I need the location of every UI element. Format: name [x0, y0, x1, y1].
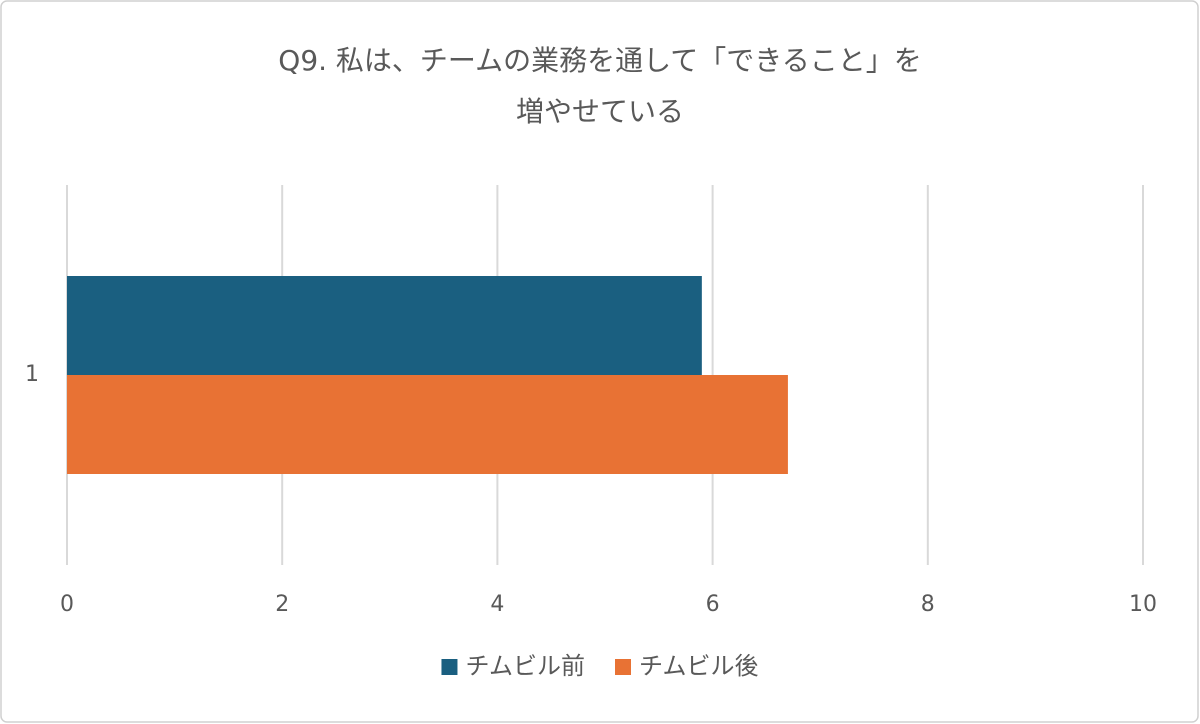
- x-tick-label: 10: [1129, 592, 1157, 617]
- legend-swatch: [441, 659, 458, 675]
- bar: [67, 375, 788, 474]
- x-tick-label: 6: [706, 592, 720, 617]
- legend-label: チムビル後: [639, 652, 759, 680]
- x-tick-label: 2: [275, 592, 289, 617]
- x-tick-label: 8: [921, 592, 935, 617]
- bar: [67, 276, 702, 375]
- x-tick-label: 4: [490, 592, 504, 617]
- x-tick-label: 0: [60, 592, 74, 617]
- y-tick-label: 1: [25, 362, 39, 387]
- legend-swatch: [615, 659, 631, 675]
- chart-title: 増やせている: [516, 95, 684, 128]
- legend-label: チムビル前: [465, 652, 585, 680]
- chart-title: Q9. 私は、チームの業務を通して「できること」を: [278, 44, 921, 77]
